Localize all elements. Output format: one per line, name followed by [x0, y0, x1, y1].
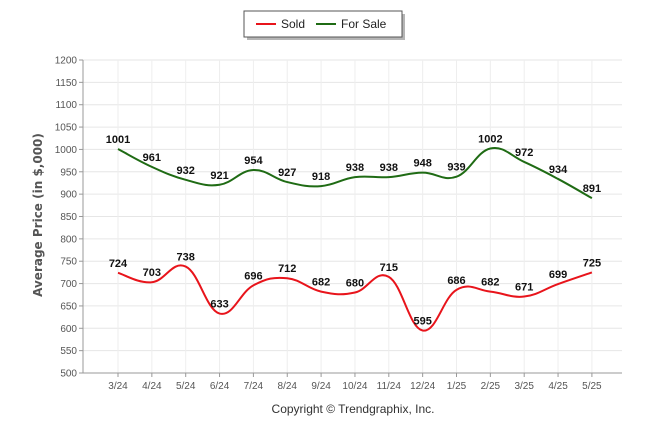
x-tick-label: 9/24	[311, 381, 331, 392]
data-label-sold: 712	[278, 263, 296, 275]
data-label-for-sale: 891	[583, 183, 601, 195]
data-label-sold: 699	[549, 269, 567, 281]
legend: Sold For Sale	[243, 10, 405, 40]
x-tick-label: 5/25	[582, 381, 602, 392]
series-line-for-sale	[117, 147, 593, 200]
gridlines	[83, 59, 622, 374]
data-label-sold: 696	[244, 270, 262, 282]
data-label-for-sale: 934	[549, 164, 568, 176]
x-tick-label: 4/25	[548, 381, 568, 392]
y-tick-label: 1150	[55, 78, 77, 89]
x-axis-ticks: 3/24 4/24 5/24 6/24 7/24 8/24 9/24 10/24 11/24 12…	[108, 373, 602, 392]
legend-label-for-sale: For Sale	[341, 17, 387, 31]
y-tick-label: 700	[60, 279, 77, 290]
data-label-sold: 703	[143, 267, 161, 279]
y-tick-label: 900	[60, 190, 77, 201]
data-label-sold: 686	[447, 275, 465, 287]
y-tick-label: 1100	[55, 100, 77, 111]
y-tick-label: 650	[60, 301, 77, 312]
legend-label-sold: Sold	[281, 17, 305, 31]
y-tick-label: 750	[60, 257, 77, 268]
y-tick-label: 950	[60, 167, 77, 178]
data-label-sold: 724	[109, 258, 128, 270]
data-label-for-sale: 1002	[478, 134, 502, 146]
x-tick-label: 5/24	[176, 381, 196, 392]
data-label-sold: 680	[346, 278, 364, 290]
data-label-sold: 725	[583, 257, 601, 269]
data-label-for-sale: 948	[413, 158, 431, 170]
data-label-sold: 738	[177, 252, 195, 264]
series-lines	[117, 147, 593, 332]
y-tick-label: 1200	[55, 56, 78, 67]
data-label-for-sale: 938	[380, 162, 398, 174]
y-axis-ticks: 500 550 600 650 700 750 800 850 900 950 1000 1050 11…	[55, 56, 83, 380]
data-label-for-sale: 927	[278, 167, 296, 179]
y-tick-label: 1050	[55, 123, 78, 134]
y-tick-label: 850	[60, 212, 77, 223]
x-tick-label: 3/25	[514, 381, 534, 392]
x-tick-label: 11/24	[377, 381, 402, 392]
series-line-sold	[117, 264, 593, 332]
x-tick-label: 7/24	[244, 381, 264, 392]
x-tick-label: 8/24	[278, 381, 298, 392]
data-label-sold: 595	[413, 316, 431, 328]
data-label-for-sale: 921	[210, 170, 228, 182]
data-label-sold: 715	[380, 262, 398, 274]
x-tick-label: 2/25	[481, 381, 501, 392]
data-label-sold: 682	[312, 277, 330, 289]
x-tick-label: 12/24	[410, 381, 435, 392]
data-label-for-sale: 961	[143, 152, 161, 164]
data-label-for-sale: 938	[346, 162, 364, 174]
y-tick-label: 600	[60, 324, 77, 335]
data-label-for-sale: 932	[177, 165, 195, 177]
data-label-for-sale: 954	[244, 155, 263, 167]
data-label-sold: 671	[515, 282, 533, 294]
y-tick-label: 500	[60, 369, 77, 380]
y-axis-title: Average Price (in $,000)	[31, 133, 45, 297]
data-label-sold: 682	[481, 277, 499, 289]
data-label-for-sale: 918	[312, 171, 330, 183]
x-tick-label: 6/24	[210, 381, 230, 392]
x-tick-label: 4/24	[142, 381, 162, 392]
y-tick-label: 800	[60, 234, 77, 245]
y-tick-label: 1000	[55, 145, 78, 156]
y-tick-label: 550	[60, 346, 77, 357]
x-tick-label: 10/24	[342, 381, 367, 392]
data-label-for-sale: 972	[515, 147, 533, 159]
data-label-for-sale: 1001	[106, 134, 130, 146]
x-tick-label: 3/24	[108, 381, 128, 392]
data-label-sold: 633	[210, 299, 228, 311]
data-label-for-sale: 939	[447, 162, 465, 174]
x-tick-label: 1/25	[447, 381, 467, 392]
data-labels: 724 703 738 633 696 712 682 680 715 595 686 682 671 6…	[106, 134, 601, 328]
copyright-text: Copyright © Trendgraphix, Inc.	[272, 402, 435, 416]
